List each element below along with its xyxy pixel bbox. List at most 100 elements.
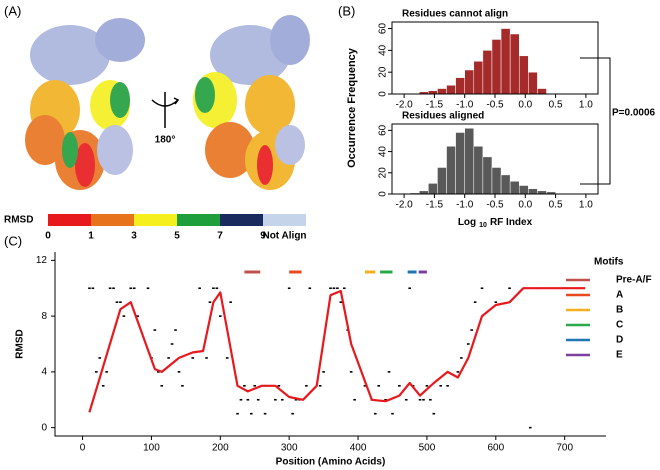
axes <box>54 252 606 437</box>
x-tick-label: 100 <box>143 443 160 454</box>
y-tick-label: 60 <box>378 23 389 35</box>
y-tick-label: 8 <box>41 311 47 322</box>
scatter-point <box>253 385 257 387</box>
scatter-point <box>473 301 477 303</box>
scatter-point <box>418 398 422 401</box>
hist-bar <box>428 183 438 195</box>
scatter-point <box>277 385 281 387</box>
scatter-point <box>432 412 436 415</box>
colorbar-segment <box>91 214 134 226</box>
hist-bar <box>455 77 465 95</box>
scatter-point <box>408 287 412 290</box>
scatter-point <box>115 301 119 303</box>
scatter-point <box>229 301 232 303</box>
legend-title: Motifs <box>594 257 624 268</box>
scatter-point <box>225 357 229 359</box>
scatter-point <box>112 287 115 290</box>
y-tick-label: 0 <box>378 191 389 197</box>
scatter-point <box>377 385 381 387</box>
colorbar-tick-label: 7 <box>217 231 223 242</box>
x-tick-label: 200 <box>212 443 229 454</box>
scatter-point <box>212 287 215 290</box>
scatter-point <box>391 412 394 415</box>
scatter-point <box>198 287 201 290</box>
x-tick-label: -1.5 <box>426 100 444 111</box>
y-tick-label: 0 <box>378 91 389 97</box>
scatter-point <box>88 287 91 290</box>
scatter-point <box>177 371 181 373</box>
scatter-point <box>160 385 164 387</box>
hist-bar <box>437 88 447 95</box>
scatter-point <box>122 315 126 317</box>
scatter-point <box>208 301 212 303</box>
scatter-point <box>460 357 463 359</box>
scatter-point <box>215 287 219 290</box>
scatter-point <box>494 301 498 303</box>
x-axis-label-sub: 10 <box>479 222 487 229</box>
scatter-point <box>332 287 336 290</box>
scatter-point <box>342 287 346 290</box>
scatter-point <box>136 315 139 317</box>
p-value: P=0.0006 <box>612 108 656 119</box>
scatter-point <box>294 398 298 401</box>
protein-structure-left <box>25 18 145 190</box>
colorbar-tick-label: 1 <box>88 231 94 242</box>
colorbar-tick-label: 3 <box>131 231 137 242</box>
colorbar-segment <box>263 214 306 226</box>
scatter-point <box>353 398 356 401</box>
rmsd-line <box>88 287 586 413</box>
x-tick-label: 0.0 <box>518 200 532 211</box>
scatter-point <box>287 287 291 290</box>
scatter-point <box>528 426 532 429</box>
scatter-point <box>384 398 387 401</box>
legend-label: E <box>616 350 623 361</box>
hist-bar <box>491 39 502 95</box>
colorbar-tick-label: 0 <box>45 231 51 242</box>
legend-label: B <box>616 305 623 316</box>
panel-label: (C) <box>4 233 22 248</box>
hist-bar <box>509 181 520 195</box>
scatter-point <box>439 385 442 387</box>
scatter-point <box>274 398 277 401</box>
scatter-point <box>404 398 408 401</box>
x-tick-label: 1.0 <box>579 200 593 211</box>
rotation-icon <box>151 92 180 128</box>
legend-label: Pre-A/F <box>616 275 652 286</box>
y-tick-label: 4 <box>41 367 47 378</box>
scatter-point <box>422 398 425 401</box>
x-tick-label: -1.0 <box>456 100 474 111</box>
scatter-point <box>219 315 222 317</box>
y-tick-label: 12 <box>36 255 48 266</box>
hist-bar <box>446 146 456 195</box>
colorbar-segment <box>48 214 91 226</box>
hist-bar <box>464 69 475 95</box>
scatter-point <box>243 385 246 387</box>
x-tick-label: 500 <box>419 443 436 454</box>
scatter-point <box>318 385 322 387</box>
scatter-point <box>256 398 260 401</box>
hist-bar <box>437 167 447 195</box>
scatter-point <box>181 385 184 387</box>
scatter-point <box>236 412 239 415</box>
scatter-point <box>249 412 253 415</box>
scatter-point <box>174 329 177 331</box>
scatter-point <box>101 385 105 387</box>
scatter-point <box>466 343 470 345</box>
x-tick-label: -2.0 <box>396 100 414 111</box>
rotation-label: 180° <box>155 135 176 146</box>
scatter-point <box>95 371 98 373</box>
x-tick-label: 1.0 <box>579 100 593 111</box>
scatter-point <box>373 412 377 415</box>
scatter-point <box>480 287 484 290</box>
x-axis-label: Position (Amino Acids) <box>276 457 386 468</box>
scatter-point <box>157 371 160 373</box>
scatter-point <box>205 357 208 359</box>
scatter-point <box>387 371 391 373</box>
x-tick-label: -1.0 <box>456 200 474 211</box>
hist-bar <box>473 146 484 195</box>
legend-label: C <box>616 320 623 331</box>
hist-bar <box>500 174 511 195</box>
hist-bar <box>464 127 475 195</box>
scatter-point <box>429 398 432 401</box>
